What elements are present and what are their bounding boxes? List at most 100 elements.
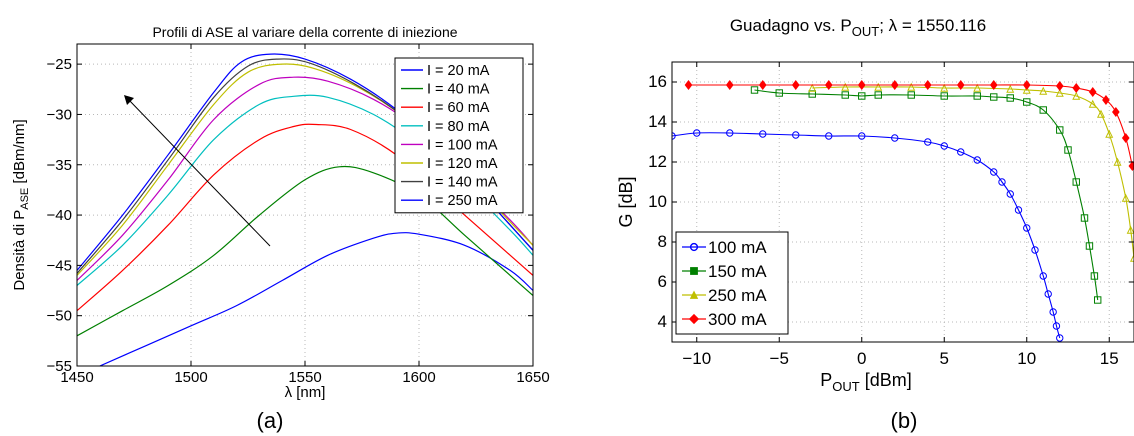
chart-title-prefix: Guadagno vs. P — [730, 16, 852, 35]
chart-title-suffix: ; λ = 1550.116 — [879, 16, 986, 35]
data-point — [973, 92, 981, 100]
data-point — [1052, 322, 1061, 330]
data-point — [1090, 272, 1099, 280]
data-point — [1023, 224, 1031, 232]
x-tick-label: −10 — [682, 349, 711, 368]
data-point — [808, 83, 817, 92]
legend-label-3: I = 80 mA — [427, 119, 490, 135]
data-point — [750, 86, 759, 94]
x-tick-label: −5 — [770, 349, 789, 368]
legend-label-4: I = 100 mA — [427, 137, 498, 153]
data-point — [956, 79, 965, 91]
data-point — [1039, 272, 1047, 280]
y-tick-label: 6 — [658, 272, 667, 291]
data-point — [1129, 253, 1134, 262]
chart-panel-a: 1450 1500 1550 1600 1650 −55 −50 −45 −40 −35 −30 −2… — [11, 24, 550, 433]
trend-arrow-head — [124, 95, 134, 105]
data-point — [858, 132, 866, 140]
data-point — [1022, 79, 1031, 91]
x-tick-label: 10 — [1017, 349, 1036, 368]
legend-marker-2 — [689, 290, 699, 299]
data-point — [907, 91, 915, 99]
data-point — [1112, 106, 1120, 118]
data-point — [998, 178, 1006, 186]
data-point — [874, 82, 883, 91]
data-point — [1023, 98, 1031, 106]
x-tick-label: 5 — [940, 349, 949, 368]
data-point — [940, 142, 948, 150]
data-point — [890, 79, 899, 91]
y-tick-label: −35 — [47, 157, 72, 174]
data-point — [1049, 308, 1057, 316]
x-axis-label-suffix: [dBm] — [860, 370, 912, 390]
series-line-0 — [99, 232, 533, 366]
x-tick-label: 1500 — [174, 369, 207, 386]
x-axis-label: POUT [dBm] — [820, 370, 911, 394]
data-point — [1088, 99, 1097, 108]
chart-title-subscript: OUT — [852, 24, 880, 39]
data-point — [1096, 109, 1106, 118]
y-tick-label: 10 — [648, 192, 667, 211]
data-point — [759, 130, 767, 138]
series-line-0 — [672, 132, 1061, 339]
data-point — [1055, 80, 1064, 92]
data-point — [758, 79, 767, 91]
data-point — [1094, 296, 1102, 304]
x-tick-label: 1450 — [60, 369, 93, 386]
y-axis-label-suffix: [dBm/nm] — [11, 119, 28, 187]
data-point — [775, 89, 783, 97]
data-point — [1085, 242, 1094, 250]
data-point — [1006, 84, 1015, 93]
data-point — [841, 91, 849, 99]
data-point — [1006, 94, 1014, 102]
data-point — [726, 129, 734, 137]
data-point — [1022, 85, 1031, 94]
data-point — [1072, 91, 1081, 100]
chart-title: Profili di ASE al variare della corrente… — [152, 24, 457, 40]
legend-label-0: I = 20 mA — [427, 63, 490, 79]
y-tick-label: 12 — [648, 152, 667, 171]
data-point — [1072, 178, 1080, 186]
panel-label-a: (a) — [257, 408, 284, 433]
data-point — [924, 138, 932, 146]
data-point — [1039, 86, 1048, 95]
legend-marker-0 — [689, 242, 699, 252]
data-point — [990, 93, 998, 101]
data-point — [841, 82, 850, 91]
y-tick-label: 4 — [658, 312, 667, 331]
data-point — [1039, 106, 1047, 114]
y-tick-label: 8 — [658, 232, 667, 251]
data-point — [957, 148, 965, 156]
legend-label-3: 300 mA — [708, 310, 767, 329]
y-axis-label: G [dB] — [616, 176, 636, 227]
legend-label-2: I = 60 mA — [427, 100, 490, 116]
data-point — [973, 83, 982, 92]
y-tick-label: 14 — [648, 112, 667, 131]
data-point — [1121, 132, 1130, 144]
y-axis-label: Densità di PASE [dBm/nm] — [11, 119, 31, 290]
data-point — [725, 79, 734, 91]
trend-arrow-line — [127, 98, 271, 247]
data-point — [1056, 126, 1064, 134]
legend-label-2: 250 mA — [708, 286, 767, 305]
series-line-1 — [77, 165, 533, 337]
panel-label-b: (b) — [891, 408, 918, 433]
data-point — [792, 131, 800, 139]
legend-box — [394, 57, 524, 214]
data-point — [858, 92, 866, 100]
data-point — [1044, 290, 1052, 298]
x-axis-label-subscript: OUT — [832, 379, 860, 394]
data-point — [825, 132, 833, 140]
data-point — [1014, 206, 1023, 214]
data-point — [907, 82, 916, 91]
y-tick-label: −45 — [47, 257, 72, 274]
x-tick-label: 1550 — [288, 369, 321, 386]
x-tick-label: 1650 — [516, 369, 549, 386]
data-point — [1102, 94, 1110, 106]
data-point — [990, 168, 998, 176]
data-point — [1105, 129, 1114, 138]
series-group — [672, 79, 1134, 342]
y-tick-label: −55 — [47, 358, 72, 375]
